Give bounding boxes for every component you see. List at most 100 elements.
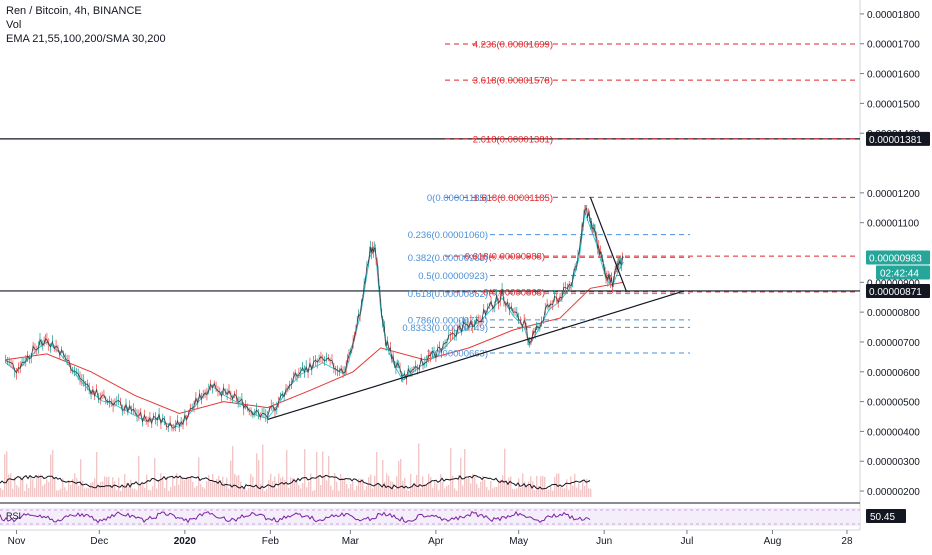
y-tick-label: 0.00001200 xyxy=(867,189,920,200)
volume-bar xyxy=(262,444,264,497)
volume-bar xyxy=(572,485,574,497)
volume-bar xyxy=(154,458,156,497)
chart-title: Ren / Bitcoin, 4h, BINANCE xyxy=(6,5,142,17)
volume-bar xyxy=(330,485,332,497)
volume-bar xyxy=(274,476,276,497)
x-tick-label: Mar xyxy=(342,536,360,547)
volume-bar xyxy=(338,490,340,497)
volume-bar xyxy=(364,489,366,497)
volume-bar xyxy=(378,482,380,497)
volume-bar xyxy=(332,489,334,497)
volume-bar xyxy=(574,473,576,497)
volume-bar xyxy=(254,488,256,497)
time-axis: Nov Dec 2020 Feb Mar Apr May Jun Jul Aug 28 xyxy=(8,530,853,547)
volume-bar xyxy=(78,485,80,497)
volume-bar xyxy=(138,455,140,497)
volume-bar xyxy=(414,482,416,497)
volume-bar xyxy=(178,484,180,497)
volume-bar xyxy=(430,476,432,497)
volume-bar xyxy=(136,490,138,497)
volume-bar xyxy=(492,488,494,497)
volume-bar xyxy=(130,479,132,497)
volume-bar xyxy=(442,481,444,497)
volume-bar xyxy=(314,490,316,497)
volume-bar xyxy=(468,476,470,497)
volume-bar xyxy=(426,485,428,497)
level-badge-high-bg xyxy=(866,131,930,146)
volume-bar xyxy=(296,480,298,497)
volume-bar xyxy=(170,487,172,497)
volume-bar xyxy=(222,476,224,497)
volume-bar xyxy=(96,451,98,497)
volume-bar xyxy=(300,488,302,497)
volume-ma-line xyxy=(0,474,591,490)
volume-bar xyxy=(342,478,344,497)
volume-bar xyxy=(142,483,144,497)
x-tick-label: May xyxy=(509,536,528,547)
volume-bar xyxy=(62,478,64,497)
volume-bar xyxy=(290,477,292,497)
volume-bar xyxy=(160,473,162,497)
fib-retracement-label: 0.236(0.00001060) xyxy=(408,230,488,241)
volume-bar xyxy=(578,483,580,497)
countdown-label: 02:42:44 xyxy=(880,269,919,280)
volume-bar xyxy=(344,478,346,497)
volume-bar xyxy=(352,481,354,497)
volume-bar xyxy=(258,460,260,497)
volume-bar xyxy=(530,476,532,497)
volume-bar xyxy=(334,473,336,497)
volume-bar xyxy=(256,453,258,497)
y-tick-label: 0.00000600 xyxy=(867,368,920,379)
volume-bar xyxy=(52,450,54,497)
volume-bar xyxy=(164,487,166,497)
volume-bar xyxy=(108,476,110,497)
volume-bar xyxy=(316,451,318,497)
volume-bar xyxy=(156,488,158,497)
volume-bar xyxy=(536,475,538,497)
volume-bar xyxy=(390,481,392,497)
volume-bar xyxy=(200,484,202,497)
trendlines xyxy=(267,197,685,421)
volume-bar xyxy=(490,480,492,497)
y-tick-label: 0.00001100 xyxy=(867,219,920,230)
volume-bar xyxy=(228,488,230,497)
volume-bar xyxy=(446,485,448,497)
current-price-badge-bg xyxy=(866,250,930,265)
volume-bar xyxy=(510,476,512,497)
fib-retracement-label: 0(0.00001185) xyxy=(427,193,488,204)
volume-bar xyxy=(188,477,190,497)
volume-bar xyxy=(506,481,508,497)
volume-bar xyxy=(424,483,426,497)
volume-bar xyxy=(486,487,488,497)
volume-bar xyxy=(528,481,530,497)
volume-bar xyxy=(128,487,130,497)
volume-bar xyxy=(320,485,322,497)
volume-bar xyxy=(418,443,420,497)
x-tick-label: Apr xyxy=(428,536,444,547)
fib-retracement-label: 0.8333(0.00000749) xyxy=(402,323,488,334)
volume-bar xyxy=(266,489,268,497)
volume-bar xyxy=(98,485,100,497)
volume-bar xyxy=(398,460,400,497)
volume-bar xyxy=(204,488,206,497)
volume-bar xyxy=(368,477,370,497)
x-tick-label: 2020 xyxy=(174,536,197,547)
fib-extension-label: 4.236(0.00001699) xyxy=(473,40,553,51)
level-badge-low: 0.00000871 xyxy=(869,287,922,298)
volume-bar xyxy=(168,490,170,497)
volume-bar xyxy=(354,490,356,497)
volume-bar xyxy=(88,488,90,497)
volume-bar xyxy=(304,449,306,497)
volume-bar xyxy=(362,478,364,497)
y-tick-label: 0.00000200 xyxy=(867,487,920,498)
volume-bar xyxy=(216,478,218,497)
volume-bar xyxy=(518,478,520,497)
fib-retracement-label: 0.5(0.00000923) xyxy=(418,271,488,282)
volume-bar xyxy=(192,481,194,497)
volume-bar xyxy=(576,487,578,497)
x-tick-label: Nov xyxy=(8,536,26,547)
volume-bar xyxy=(152,486,154,497)
volume-bar xyxy=(58,490,60,497)
